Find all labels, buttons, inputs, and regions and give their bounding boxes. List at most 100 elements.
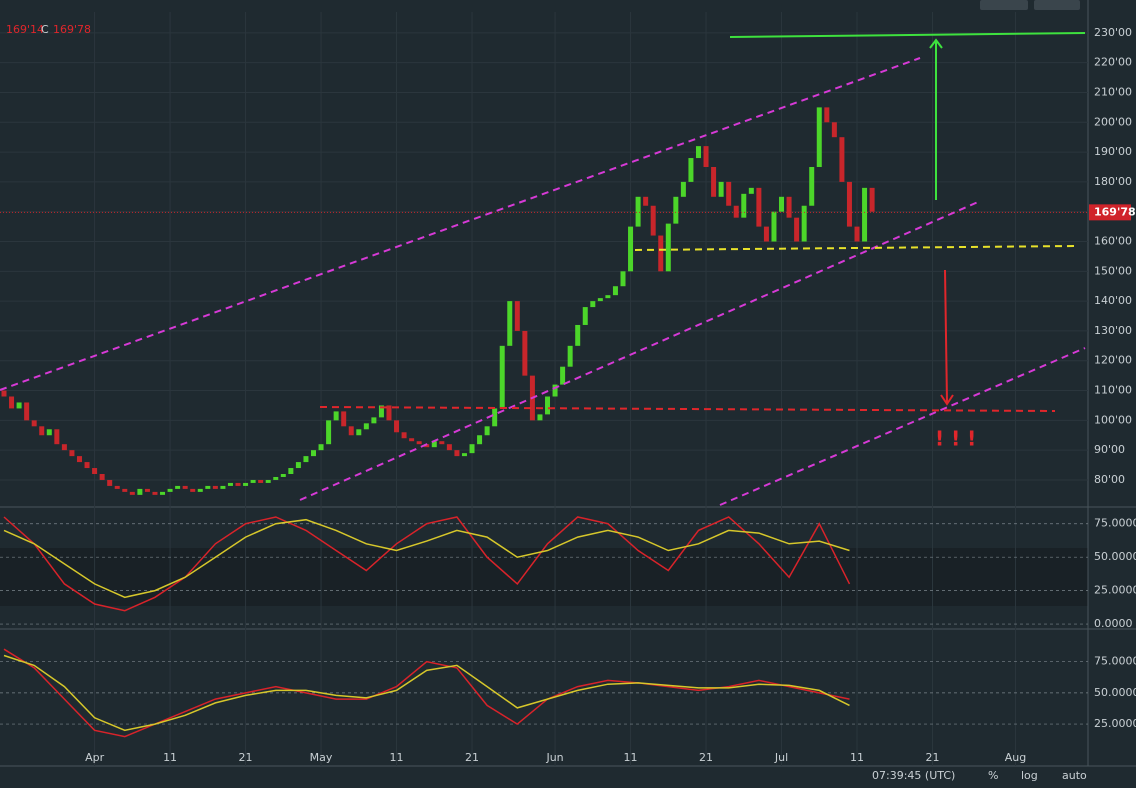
candle-body [424,444,430,448]
percent-button[interactable]: % [988,769,998,782]
candle-body [756,187,762,227]
candle-body [484,426,490,436]
y-tick-label: 90'00 [1094,443,1125,456]
candle-body [69,450,75,457]
candle-body [288,468,294,475]
candle-body [401,432,407,439]
x-tick-label: 21 [239,751,253,764]
candle-body [318,444,324,451]
candle-body [499,345,505,409]
candle-body [212,485,218,489]
candle-body [590,301,596,308]
candle-body [46,429,52,436]
y-tick-label: 0.0000 [1094,617,1133,630]
target-line [729,32,1086,38]
candle-body [809,166,815,206]
candle-body [514,301,520,331]
candle-body [243,482,249,486]
x-tick-label: Jul [774,751,788,764]
candle-body [658,235,664,272]
drawings [0,32,1086,506]
candle-body [680,181,686,197]
candle-body [273,476,279,480]
candle-body [801,205,807,242]
y-tick-label: 25.0000 [1094,717,1136,730]
candle-body [763,226,769,242]
candle-body [303,456,309,463]
candle-body [152,491,158,495]
candle-body [348,426,354,436]
candle-body [605,295,611,299]
x-tick-label: May [310,751,333,764]
candle-body [258,479,264,483]
candle-body [522,330,528,376]
candle-body [748,187,754,194]
y-tick-label: 120'00 [1094,354,1132,367]
x-tick-label: 21 [925,751,939,764]
candle-body [688,158,694,182]
candle-body [107,479,113,486]
last-price-label: 169'78 [1094,205,1136,218]
candle-body [560,366,566,385]
candle-body [220,485,226,489]
candle-body [92,468,98,475]
log-button[interactable]: log [1021,769,1038,782]
candle-body [341,411,347,427]
candle-body [280,474,286,477]
last-price-tag [1089,204,1131,221]
candle-body [582,307,588,325]
candle-body [409,438,415,442]
candle-body [250,479,256,483]
y-tick-label: 25.0000 [1094,584,1136,597]
candle-body [16,402,22,409]
support-line [319,406,1056,412]
candle-body [84,462,90,469]
x-tick-label: Jun [545,751,563,764]
y-tick-label: 130'00 [1094,324,1132,337]
candle-body [182,485,188,489]
osc-line [3,654,850,732]
candle-body [726,181,732,206]
y-tick-label: 220'00 [1094,56,1132,69]
candle-body [54,429,60,445]
candle-body [794,217,800,242]
y-tick-label: 190'00 [1094,145,1132,158]
candle-body [310,450,316,457]
y-tick-label: 50.0000 [1094,686,1136,699]
auto-button[interactable]: auto [1062,769,1087,782]
channel-line [719,347,1086,506]
candle-body [205,485,211,489]
osc-band [0,548,1088,606]
legend-close: 169'78 [53,23,91,36]
candle-body [469,444,475,454]
y-tick-label: 140'00 [1094,294,1132,307]
candle-body [114,485,120,489]
candle-body [620,271,626,287]
legend-open: 169'14 [6,23,44,36]
candle-body [197,488,203,492]
legend-c: C [41,23,49,36]
candle-body [779,196,785,212]
candle-body [869,187,875,212]
candle-body [665,223,671,272]
candle-body [99,474,105,480]
channel-line [299,201,979,501]
y-tick-label: 50.0000 [1094,550,1136,563]
candle-body [650,205,656,236]
candle-body [597,298,603,302]
candle-body [854,226,860,242]
candle-body [61,444,67,451]
osc-line [3,518,850,599]
candle-body [356,429,362,436]
candle-body [552,384,558,397]
candle-body [492,408,498,427]
toolbar-button[interactable] [1034,0,1080,10]
candle-body [673,196,679,224]
candle-body [771,211,777,242]
candle-body [567,345,573,367]
candle-body [839,137,845,182]
x-tick-label: Apr [85,751,105,764]
candle-body [824,107,830,123]
toolbar-button[interactable] [980,0,1028,10]
